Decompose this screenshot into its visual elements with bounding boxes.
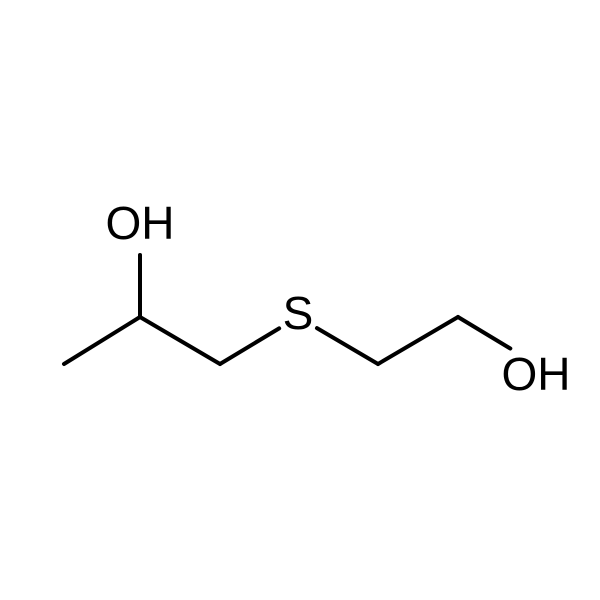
molecule-diagram: OH S OH [0,0,600,600]
bond [378,317,458,364]
bond [220,328,279,364]
atom-label: S [283,287,314,339]
bond [317,328,378,364]
bond [140,317,220,364]
bond [458,317,510,349]
bond [64,317,140,364]
atom-label: OH [106,197,175,249]
atoms-layer: OH S OH [106,197,571,400]
atom-label: OH [502,348,571,400]
